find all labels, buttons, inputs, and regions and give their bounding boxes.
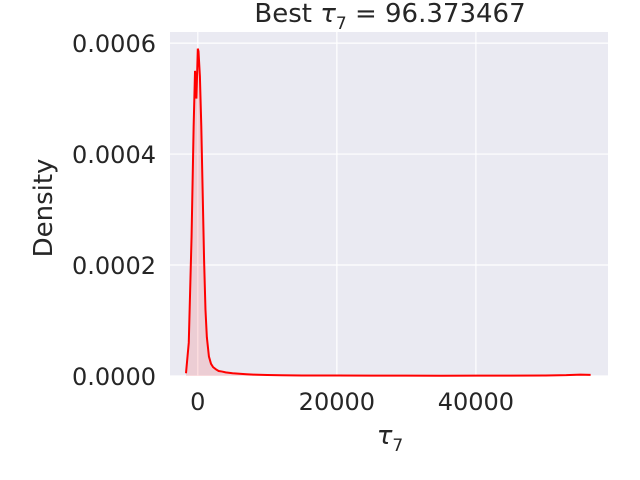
x-tick-label: 40000 [438,388,514,416]
x-tick-labels: 0 20000 40000 [190,388,514,416]
grid-lines [170,32,608,377]
y-tick-label: 0.0004 [72,141,156,169]
y-tick-label: 0.0002 [72,252,156,280]
y-tick-label: 0.0000 [72,363,156,391]
density-line [184,48,591,377]
x-tick-label: 20000 [299,388,375,416]
plot-background [170,32,608,376]
y-tick-label: 0.0006 [72,30,156,58]
y-axis-label: Density [29,159,59,258]
y-tick-labels: 0.0000 0.0002 0.0004 0.0006 [72,30,156,391]
x-tick-label: 0 [190,388,205,416]
x-axis-label: τ7 [377,421,403,456]
chart-title: Best τ7 = 96.373467 [254,0,525,34]
